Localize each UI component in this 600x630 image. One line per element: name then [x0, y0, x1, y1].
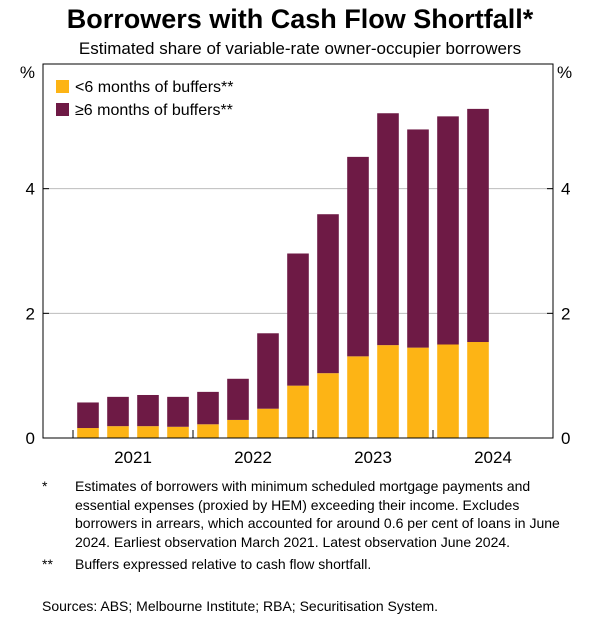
- bar-long-buffer: [197, 391, 219, 425]
- bar-long-buffer: [257, 333, 279, 409]
- footnote-2-mark: **: [42, 556, 53, 572]
- footnotes: * Estimates of borrowers with minimum sc…: [42, 477, 562, 578]
- sources-note: Sources: ABS; Melbourne Institute; RBA; …: [42, 598, 439, 614]
- bar-short-buffer: [317, 373, 339, 438]
- plot-frame: [42, 63, 554, 439]
- y-unit-left: %: [20, 63, 35, 82]
- bar-long-buffer: [287, 253, 309, 386]
- bar-short-buffer: [257, 408, 279, 438]
- legend-swatch: [56, 103, 69, 116]
- y-tick-label-left: 0: [26, 429, 35, 448]
- footnote-1-text: Estimates of borrowers with minimum sche…: [75, 478, 560, 550]
- legend-swatch: [56, 80, 69, 93]
- y-unit-right: %: [557, 63, 572, 82]
- x-tick-label: 2023: [354, 448, 392, 467]
- x-tick-label: 2022: [234, 448, 272, 467]
- footnote-2-text: Buffers expressed relative to cash flow …: [75, 556, 372, 572]
- bar-short-buffer: [437, 344, 459, 438]
- bar-short-buffer: [467, 342, 489, 438]
- footnote-2: ** Buffers expressed relative to cash fl…: [42, 555, 562, 574]
- bar-short-buffer: [377, 345, 399, 438]
- footnote-1-mark: *: [42, 478, 48, 494]
- bar-long-buffer: [107, 396, 129, 427]
- y-tick-label-right: 0: [561, 429, 570, 448]
- x-tick-label: 2021: [114, 448, 152, 467]
- bar-long-buffer: [77, 402, 99, 429]
- bar-short-buffer: [347, 356, 369, 438]
- bar-short-buffer: [77, 428, 99, 438]
- bar-long-buffer: [167, 396, 189, 427]
- y-tick-label-right: 4: [561, 180, 570, 199]
- chart-plot: 0 0 2 2 4 4% % 2021 2022 2023 2024 <6 months of buf…: [20, 63, 572, 467]
- bar-long-buffer: [437, 116, 459, 345]
- footnote-1: * Estimates of borrowers with minimum sc…: [42, 477, 562, 551]
- bar-long-buffer: [467, 108, 489, 343]
- chart-subtitle: Estimated share of variable-rate owner-o…: [78, 39, 522, 58]
- bar-short-buffer: [167, 426, 189, 438]
- bar-long-buffer: [227, 378, 249, 420]
- bar-long-buffer: [137, 394, 159, 427]
- bar-short-buffer: [137, 426, 159, 438]
- bar-long-buffer: [317, 214, 339, 374]
- x-tick-label: 2024: [474, 448, 512, 467]
- y-tick-label-right: 2: [561, 304, 570, 323]
- bar-short-buffer: [407, 347, 429, 438]
- chart-title: Borrowers with Cash Flow Shortfall*: [66, 4, 534, 34]
- bar-long-buffer: [347, 156, 369, 357]
- bar-short-buffer: [287, 385, 309, 438]
- y-tick-label-left: 4: [26, 180, 35, 199]
- bar-short-buffer: [227, 419, 249, 438]
- y-tick-label-left: 2: [26, 304, 35, 323]
- bar-short-buffer: [107, 426, 129, 438]
- bar-long-buffer: [407, 129, 429, 348]
- legend-label: ≥6 months of buffers**: [75, 102, 233, 119]
- bar-long-buffer: [377, 113, 399, 346]
- bar-short-buffer: [197, 424, 219, 438]
- legend-label: <6 months of buffers**: [75, 79, 233, 96]
